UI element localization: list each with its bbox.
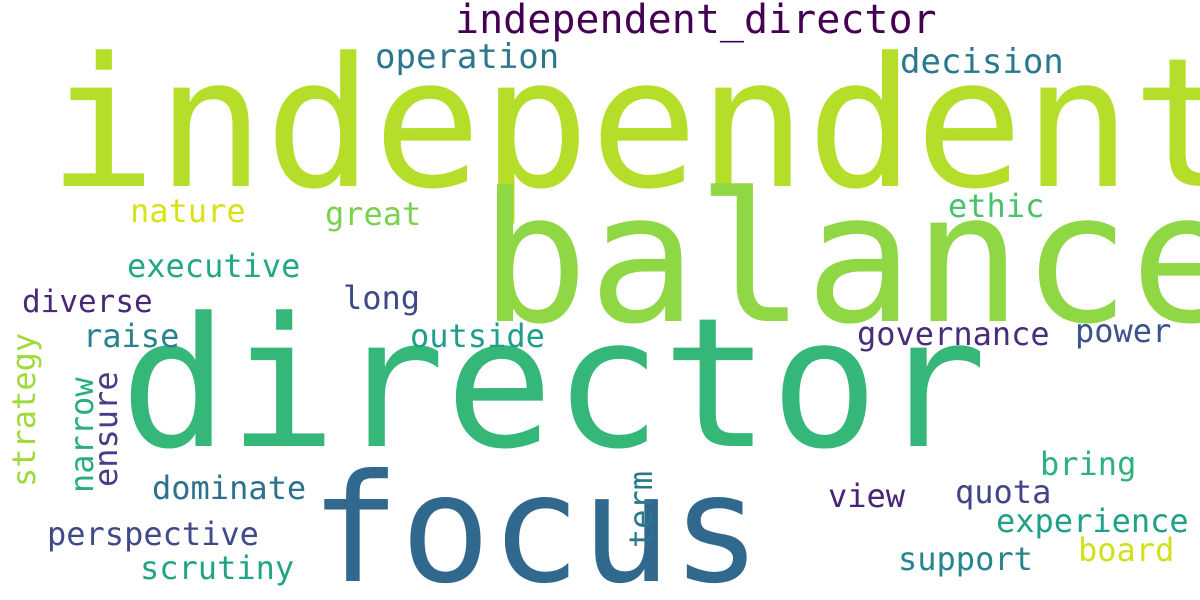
word-raise: raise	[83, 317, 180, 355]
word-independent-director: independent_director	[455, 0, 937, 43]
word-nature: nature	[130, 192, 246, 230]
word-board: board	[1078, 531, 1175, 569]
word-balance: balance	[480, 155, 1200, 364]
word-ethic: ethic	[948, 187, 1045, 225]
word-term: term	[622, 470, 660, 548]
word-dominate: dominate	[152, 469, 307, 507]
word-long: long	[343, 279, 421, 317]
word-experience: experience	[996, 502, 1189, 540]
word-power: power	[1075, 312, 1172, 350]
word-focus: focus	[310, 443, 762, 600]
word-outside: outside	[410, 317, 545, 355]
word-diverse: diverse	[22, 284, 153, 320]
word-governance: governance	[857, 315, 1050, 353]
word-view: view	[828, 477, 906, 515]
word-decision: decision	[900, 42, 1064, 82]
word-perspective: perspective	[47, 515, 259, 553]
word-scrutiny: scrutiny	[140, 549, 295, 587]
word-great: great	[325, 195, 422, 233]
word-ensure: ensure	[87, 371, 125, 487]
word-quota: quota	[955, 473, 1052, 511]
word-support: support	[898, 540, 1033, 578]
word-executive: executive	[127, 247, 301, 285]
word-strategy: strategy	[5, 332, 43, 487]
word-operation: operation	[375, 37, 560, 77]
word-director: director	[120, 280, 987, 489]
word-bring: bring	[1040, 445, 1137, 483]
word-independent: independent	[48, 20, 1200, 229]
